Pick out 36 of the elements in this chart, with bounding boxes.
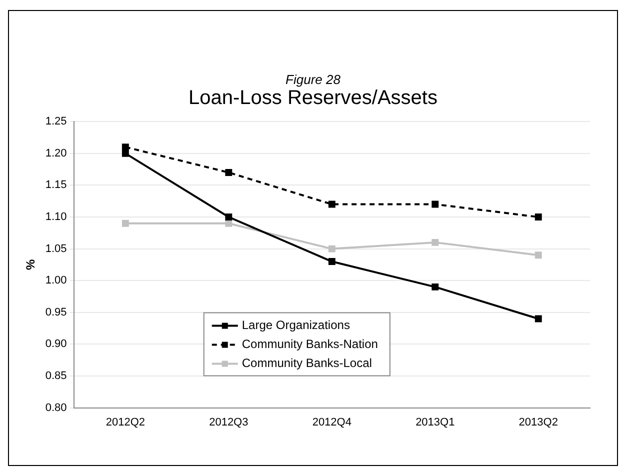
point [534,252,542,259]
chart-title: Loan-Loss Reserves/Assets [187,87,438,110]
point [432,238,439,246]
y-axis-title: % [24,259,38,270]
point [225,214,232,220]
y-tick-label: 1.15 [45,179,67,192]
legend-label: Community Banks-Nation [242,337,378,352]
point [534,214,542,220]
x-tick-label: 2013Q2 [518,416,558,428]
y-tick-label: 1.00 [45,274,67,287]
y-tick-label: 1.05 [45,242,67,255]
legend-label: Community Banks-Local [242,356,372,370]
point [328,245,336,252]
point [432,200,439,208]
point [122,150,129,157]
y-tick-label: 1.10 [45,211,67,224]
y-tick-label: 0.95 [45,306,67,318]
point [122,220,129,227]
point [225,169,232,176]
x-tick-label: 2012Q3 [209,416,248,428]
x-tick-label: 2012Q4 [312,416,352,428]
point [534,315,542,322]
y-tick-label: 0.85 [45,370,67,382]
y-tick-label: 0.80 [45,402,67,414]
legend-label: Large Organizations [242,318,350,332]
x-tick-label: 2013Q1 [416,416,455,428]
point [328,258,336,265]
y-tick-label: 1.20 [45,147,67,160]
point [432,283,439,290]
point [225,220,232,227]
chart-subtitle: Figure 28 [284,72,342,87]
point [122,144,129,151]
x-tick-label: 2012Q2 [106,416,146,428]
y-tick-label: 1.25 [45,116,67,128]
point [328,200,336,208]
y-tick-label: 0.90 [45,338,67,350]
